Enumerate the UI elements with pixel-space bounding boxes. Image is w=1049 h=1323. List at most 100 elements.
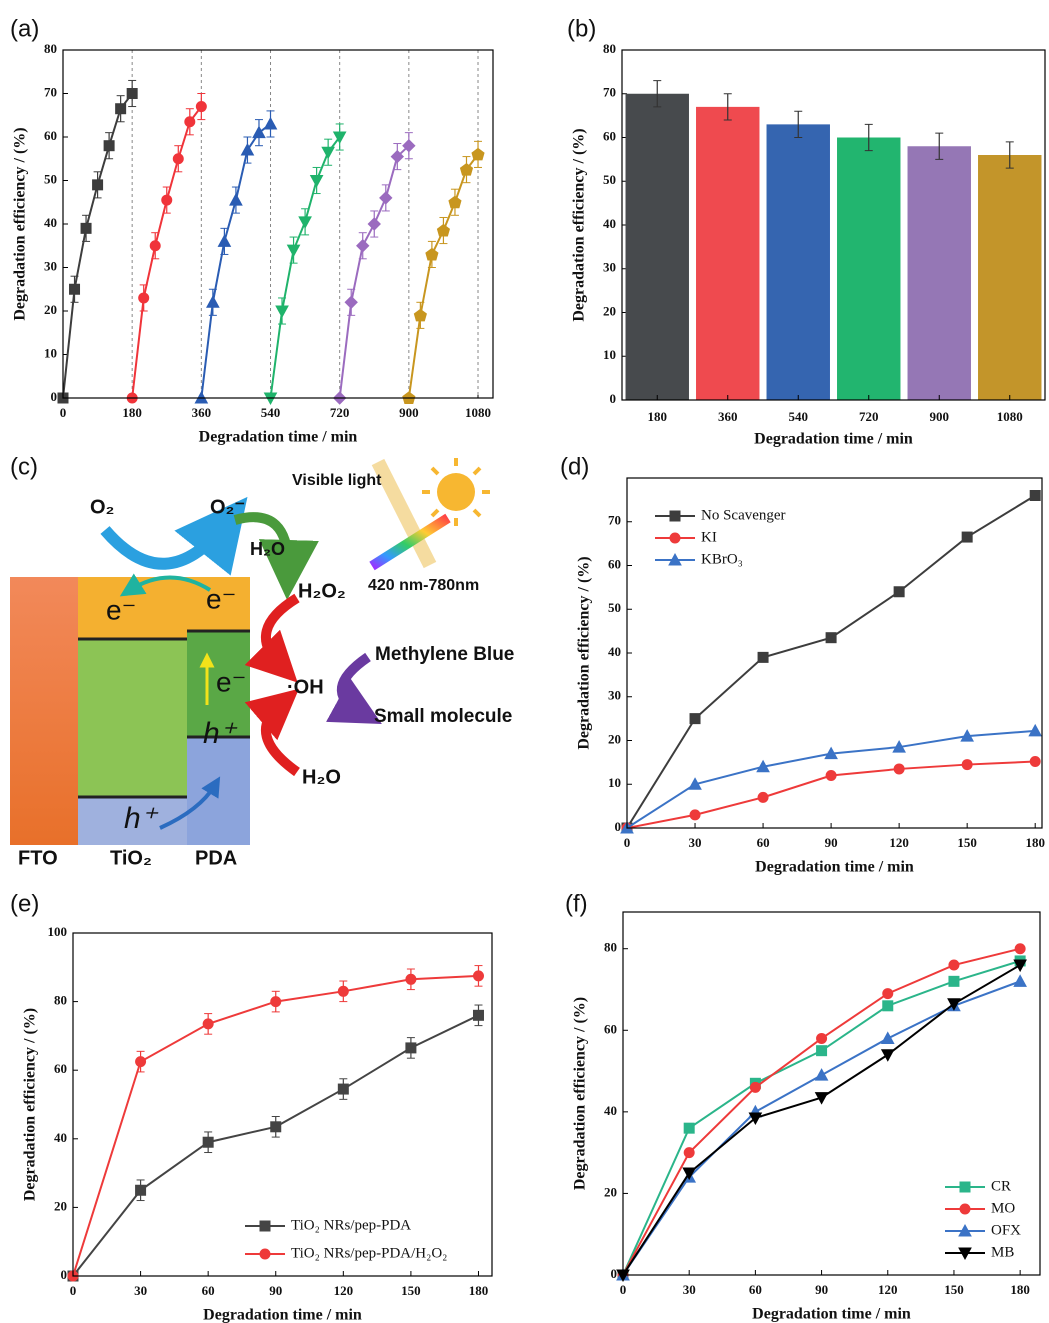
series-line (623, 965, 1020, 1275)
y-tick-label: 70 (603, 85, 616, 100)
y-tick-label: 40 (54, 1130, 67, 1145)
electron: e⁻ (206, 583, 236, 614)
hydroxyl: ·OH (287, 676, 324, 698)
bar (696, 107, 759, 400)
bar (837, 138, 900, 401)
marker (230, 194, 242, 205)
electron: e⁻ (216, 666, 246, 697)
tio2-gap (78, 639, 187, 797)
marker (406, 974, 416, 984)
marker (116, 104, 126, 114)
x-tick-label: 540 (261, 405, 281, 420)
marker (322, 147, 334, 158)
series-line (63, 94, 132, 399)
marker (345, 296, 357, 308)
y-tick-label: 40 (603, 216, 616, 231)
x-tick-label: 1080 (997, 409, 1023, 424)
marker (690, 714, 700, 724)
panel-label: (f) (565, 890, 588, 917)
x-axis-label: Degradation time / min (752, 1306, 911, 1323)
y-tick-label: 60 (603, 128, 616, 143)
light-label: Visible light (292, 472, 382, 489)
marker (136, 1185, 146, 1195)
marker (758, 652, 768, 662)
marker (70, 284, 80, 294)
x-tick-label: 60 (757, 835, 770, 850)
y-tick-label: 10 (44, 345, 57, 360)
marker (380, 192, 392, 204)
y-tick-label: 0 (610, 391, 617, 406)
y-tick-label: 30 (603, 260, 616, 275)
marker (816, 1069, 828, 1080)
bar (908, 146, 971, 400)
marker (150, 241, 160, 251)
marker (136, 1057, 146, 1067)
marker (826, 771, 836, 781)
x-tick-label: 30 (683, 1282, 696, 1297)
marker (472, 148, 484, 160)
layer-label: FTO (18, 847, 58, 869)
legend-marker (960, 1182, 970, 1192)
chart-panel: (f) Degradation time / min Degradation eff… (565, 890, 1040, 1322)
marker (207, 296, 219, 307)
x-tick-label: 720 (330, 405, 350, 420)
marker (894, 587, 904, 597)
plot-frame (623, 912, 1040, 1275)
marker (817, 1033, 827, 1043)
pda-homo (187, 737, 250, 845)
y-axis-label: Degradation efficiency / (%) (22, 1008, 39, 1201)
marker (368, 218, 380, 230)
x-tick-label: 180 (1010, 1282, 1030, 1297)
x-tick-label: 0 (624, 835, 631, 850)
y-tick-label: 0 (51, 389, 58, 404)
marker (1030, 757, 1040, 767)
x-tick-label: 150 (944, 1282, 964, 1297)
legend-marker (260, 1221, 270, 1231)
y-tick-label: 60 (44, 128, 57, 143)
x-tick-label: 540 (789, 409, 809, 424)
y-tick-label: 70 (44, 84, 57, 99)
panel-label: (a) (10, 15, 39, 42)
marker (817, 1046, 827, 1056)
y-tick-label: 70 (608, 513, 621, 528)
legend-label: MB (991, 1244, 1014, 1260)
bar (767, 124, 830, 400)
x-axis-label: Degradation time / min (199, 429, 358, 446)
x-tick-label: 90 (815, 1282, 828, 1297)
marker (449, 196, 461, 208)
y-tick-label: 50 (608, 600, 621, 615)
marker (882, 1050, 894, 1061)
x-tick-label: 180 (469, 1283, 489, 1298)
y-tick-label: 60 (608, 556, 621, 571)
y-tick-label: 20 (603, 303, 616, 318)
x-tick-label: 1080 (465, 405, 491, 420)
x-axis-label: Degradation time / min (754, 431, 913, 448)
x-tick-label: 90 (269, 1283, 282, 1298)
series-line (623, 961, 1020, 1275)
panel-label: (d) (560, 453, 589, 480)
y-tick-label: 20 (54, 1198, 67, 1213)
hole: h⁺ (124, 802, 159, 835)
x-tick-label: 150 (401, 1283, 421, 1298)
x-tick-label: 180 (648, 409, 668, 424)
legend-label: OFX (991, 1222, 1021, 1238)
x-tick-label: 900 (399, 405, 419, 420)
y-axis-label: Degradation efficiency / (%) (572, 997, 589, 1190)
o2: O₂ (90, 496, 114, 518)
y-tick-label: 50 (44, 171, 57, 186)
x-tick-label: 30 (689, 835, 702, 850)
marker (684, 1148, 694, 1158)
marker (338, 986, 348, 996)
series-line (623, 949, 1020, 1275)
legend-label: CR (991, 1178, 1011, 1194)
sun (437, 473, 475, 511)
fto-layer (10, 577, 78, 845)
marker (271, 997, 281, 1007)
marker (826, 633, 836, 643)
marker (750, 1082, 760, 1092)
y-tick-label: 40 (608, 644, 621, 659)
legend-label: KI (701, 529, 717, 545)
marker (883, 989, 893, 999)
bar (978, 155, 1041, 400)
